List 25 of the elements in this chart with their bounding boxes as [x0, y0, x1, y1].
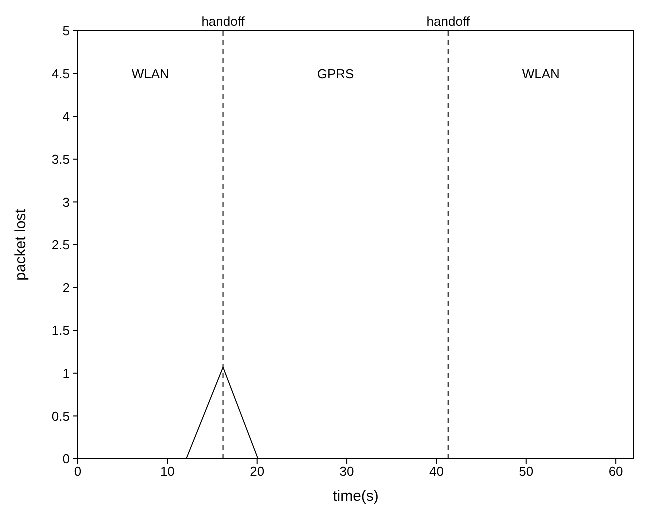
y-tick-label: 4	[62, 109, 70, 124]
y-tick-label: 1	[62, 366, 70, 382]
y-tick-label: 1.5	[52, 323, 70, 338]
ref-line-label: handoff	[202, 14, 246, 29]
x-tick-label: 0	[74, 464, 82, 480]
x-tick-label: 60	[608, 464, 624, 480]
annotation: GPRS	[317, 66, 355, 82]
y-axis-title: packet lost	[12, 208, 30, 281]
x-tick-label: 40	[429, 464, 444, 480]
x-axis-title: time(s)	[333, 488, 379, 505]
annotation: WLAN	[132, 66, 170, 82]
y-tick-label: 0.5	[52, 408, 70, 424]
y-tick-label: 3	[62, 194, 70, 210]
y-tick-label: 5	[62, 24, 70, 39]
ref-line-label: handoff	[426, 14, 470, 29]
y-tick-label: 2.5	[52, 238, 70, 253]
annotation: WLAN	[522, 66, 560, 82]
x-tick-label: 10	[160, 464, 175, 480]
x-tick-label: 30	[340, 464, 354, 480]
y-tick-label: 0	[62, 452, 70, 467]
x-tick-label: 20	[250, 464, 265, 480]
y-tick-label: 3.5	[52, 152, 70, 168]
x-tick-label: 50	[519, 464, 534, 480]
y-tick-label: 2	[62, 280, 70, 296]
y-tick-label: 4.5	[52, 66, 70, 82]
